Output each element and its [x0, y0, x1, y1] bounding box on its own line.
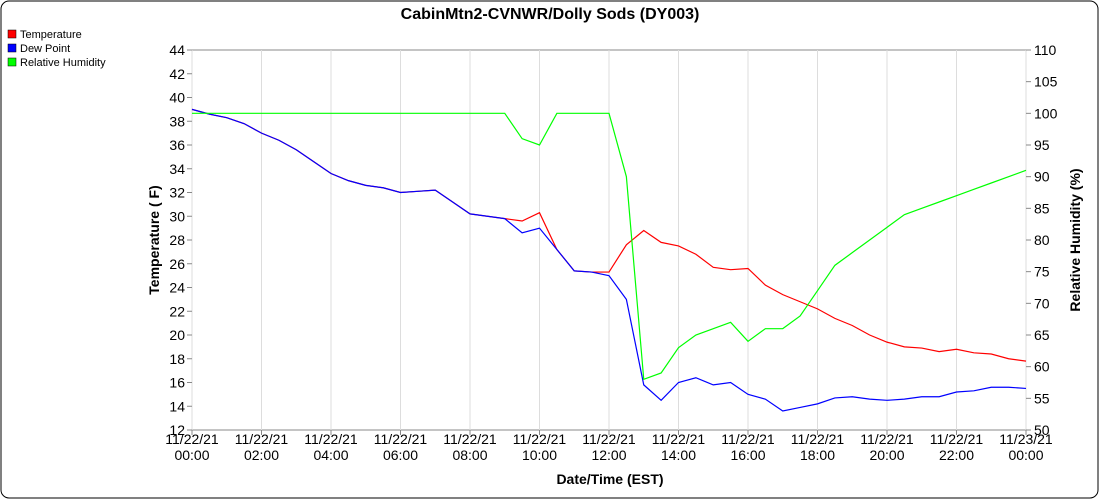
x-tick-label: 11/22/21 10:00 [513, 431, 567, 463]
y-tick-label: 30 [169, 208, 185, 224]
y-axis-label: Temperature ( F) [146, 185, 162, 294]
legend-label: Dew Point [20, 43, 70, 55]
y-tick-label: 14 [169, 398, 185, 414]
y-tick-label: 42 [169, 66, 185, 82]
x-tick-label: 11/22/21 08:00 [443, 431, 497, 463]
x-tick-label: 11/22/21 12:00 [582, 431, 636, 463]
y2-tick-label: 65 [1034, 327, 1050, 343]
y-tick-label: 20 [169, 327, 185, 343]
y-tick-label: 44 [169, 42, 185, 58]
x-tick-label: 11/22/21 06:00 [374, 431, 428, 463]
legend-swatch [7, 57, 17, 67]
y2-tick-label: 60 [1034, 359, 1050, 375]
legend-swatch [7, 29, 17, 39]
x-axis-label: Date/Time (EST) [556, 471, 663, 487]
y-tick-label: 18 [169, 351, 185, 367]
series-line [191, 108, 1027, 412]
y-tick-label: 26 [169, 256, 185, 272]
y2-axis-label: Relative Humidity (%) [1067, 168, 1083, 311]
x-tick-label: 11/22/21 04:00 [304, 431, 358, 463]
y2-tick-label: 50 [1034, 422, 1050, 438]
x-tick-label: 11/22/21 00:00 [165, 431, 219, 463]
legend-label: Temperature [20, 29, 82, 41]
y2-tick-label: 55 [1034, 390, 1050, 406]
y-tick-label: 24 [169, 280, 185, 296]
y2-tick-label: 80 [1034, 232, 1050, 248]
x-tick-label: 11/22/21 18:00 [791, 431, 845, 463]
y-tick-label: 38 [169, 113, 185, 129]
legend-swatch [7, 43, 17, 53]
x-tick-label: 11/22/21 14:00 [652, 431, 706, 463]
y-tick-label: 40 [169, 90, 185, 106]
x-tick-label: 11/22/21 02:00 [235, 431, 289, 463]
x-tick-label: 11/23/21 00:00 [999, 431, 1053, 463]
y-tick-label: 36 [169, 137, 185, 153]
y-tick-label: 32 [169, 185, 185, 201]
y2-tick-label: 75 [1034, 264, 1050, 280]
series-line [192, 112, 1027, 381]
legend-label: Relative Humidity [20, 57, 106, 69]
y-tick-label: 22 [169, 303, 185, 319]
y-tick-label: 16 [169, 375, 185, 391]
y-tick-label: 12 [169, 422, 185, 438]
x-tick-label: 11/22/21 20:00 [860, 431, 914, 463]
y2-tick-label: 85 [1034, 200, 1050, 216]
y2-tick-label: 90 [1034, 169, 1050, 185]
y-tick-label: 28 [169, 232, 185, 248]
y2-tick-label: 110 [1034, 42, 1057, 58]
y2-tick-label: 105 [1034, 74, 1058, 90]
x-tick-label: 11/22/21 22:00 [930, 431, 984, 463]
y2-tick-label: 95 [1034, 137, 1050, 153]
y2-tick-label: 100 [1034, 105, 1058, 121]
chart-title: CabinMtn2-CVNWR/Dolly Sods (DY003) [401, 6, 700, 23]
y-tick-label: 34 [169, 161, 185, 177]
y2-tick-label: 70 [1034, 295, 1050, 311]
x-tick-label: 11/22/21 16:00 [721, 431, 775, 463]
